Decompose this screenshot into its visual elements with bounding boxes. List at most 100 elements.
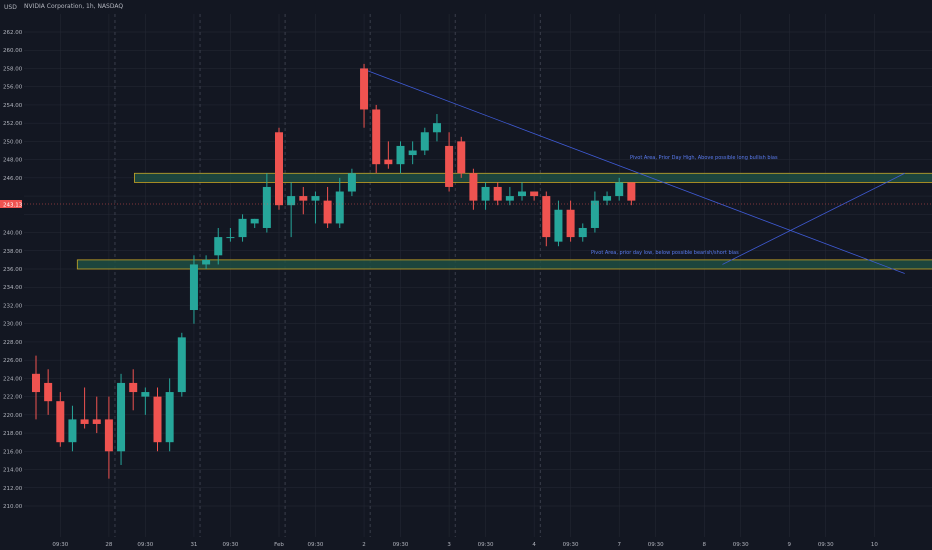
time-axis[interactable]: 09:30 28 09:30 31 09:30 Feb 09:30 2 09:30 3 09:30 4… xyxy=(52,542,878,548)
x-tick-label: 8 xyxy=(703,542,707,548)
y-tick-label: 252.00 xyxy=(3,121,23,127)
candle-body xyxy=(627,182,636,201)
y-tick-label: 216.00 xyxy=(3,449,23,455)
candle-body xyxy=(566,209,575,238)
candle-body xyxy=(615,182,624,197)
grid-lines xyxy=(24,14,932,537)
x-tick-label: 09:30 xyxy=(52,542,68,548)
y-tick-label: 254.00 xyxy=(3,103,23,109)
x-tick-label: 28 xyxy=(105,542,112,548)
candle-body xyxy=(396,145,405,165)
candle-body xyxy=(104,419,113,452)
candle-body xyxy=(590,200,599,228)
candle-body xyxy=(542,196,551,238)
candle-body xyxy=(335,191,344,224)
candle-body xyxy=(56,401,65,443)
currency-label: USD xyxy=(4,4,17,11)
pivot-zone xyxy=(134,172,932,183)
candle-body xyxy=(347,173,356,192)
candle-body xyxy=(530,191,539,197)
candle-body xyxy=(177,337,186,393)
y-tick-label: 226.00 xyxy=(3,358,23,364)
candle-body xyxy=(445,145,454,187)
x-tick-label: 09:30 xyxy=(648,542,664,548)
zone-label-low: Pivot Area, prior day low, below possibl… xyxy=(591,250,739,256)
candle-body xyxy=(275,132,283,206)
candle-body xyxy=(80,419,89,424)
session-break-lines xyxy=(114,14,541,537)
y-tick-label: 260.00 xyxy=(3,48,23,54)
x-tick-label: 7 xyxy=(617,542,621,548)
candle-body xyxy=(384,159,393,165)
y-tick-label: 234.00 xyxy=(3,285,23,291)
candle-body xyxy=(68,419,77,443)
candle-body xyxy=(432,123,441,133)
candle-body xyxy=(469,173,478,201)
candle-body xyxy=(323,200,332,224)
pivot-zones[interactable]: Pivot Area, Prior Day High, Above possib… xyxy=(76,155,932,270)
trendline xyxy=(361,68,905,274)
candle-body xyxy=(250,218,259,224)
y-tick-label: 262.00 xyxy=(3,30,23,36)
y-tick-label: 218.00 xyxy=(3,431,23,437)
trendlines[interactable] xyxy=(361,68,905,274)
y-tick-label: 222.00 xyxy=(3,395,23,401)
pivot-zone xyxy=(76,259,932,270)
candle-body xyxy=(153,396,162,443)
candle-body xyxy=(141,392,150,397)
candle-body xyxy=(262,186,271,228)
candle-body xyxy=(518,191,526,197)
candle-body xyxy=(32,373,40,393)
candle-body xyxy=(165,392,174,443)
y-tick-label: 210.00 xyxy=(3,504,23,510)
candlestick-series xyxy=(32,63,636,479)
candle-body xyxy=(481,186,490,201)
candle-body xyxy=(202,259,211,265)
x-tick-label: 09:30 xyxy=(393,542,409,548)
last-price-badge xyxy=(0,200,22,209)
candle-body xyxy=(287,196,296,206)
y-tick-label: 228.00 xyxy=(3,340,23,346)
y-tick-label: 214.00 xyxy=(3,468,23,474)
y-tick-label: 220.00 xyxy=(3,413,23,419)
y-tick-label: 236.00 xyxy=(3,267,23,273)
candle-body xyxy=(457,141,466,174)
y-tick-label: 250.00 xyxy=(3,139,23,145)
y-tick-label: 230.00 xyxy=(3,322,23,328)
x-tick-label: 09:30 xyxy=(308,542,324,548)
y-tick-label: 224.00 xyxy=(3,376,23,382)
candle-body xyxy=(420,132,429,151)
x-tick-label: Feb xyxy=(274,542,284,548)
x-tick-label: 31 xyxy=(190,542,197,548)
candle-body xyxy=(214,237,223,256)
candle-body xyxy=(189,264,198,311)
y-tick-label: 232.00 xyxy=(3,303,23,309)
candle-body xyxy=(129,382,138,393)
candle-body xyxy=(238,218,247,238)
y-tick-label: 258.00 xyxy=(3,66,23,72)
symbol-title: NVIDIA Corporation, 1h, NASDAQ xyxy=(24,3,124,10)
x-tick-label: 4 xyxy=(532,542,536,548)
candle-body xyxy=(226,237,235,239)
zone-label-high: Pivot Area, Prior Day High, Above possib… xyxy=(630,155,778,161)
x-tick-label: 09:30 xyxy=(137,542,153,548)
y-tick-label: 248.00 xyxy=(3,158,23,164)
last-price-label: 243.13 xyxy=(3,202,23,208)
candle-body xyxy=(44,382,53,402)
candle-body xyxy=(554,209,563,242)
x-tick-label: 9 xyxy=(788,542,792,548)
price-axis[interactable]: 243.13 210.00 212.00 214.00 216.00 218.00 220.… xyxy=(0,30,23,510)
candle-body xyxy=(372,109,381,165)
y-tick-label: 240.00 xyxy=(3,231,23,237)
x-tick-label: 2 xyxy=(362,542,366,548)
x-tick-label: 09:30 xyxy=(478,542,494,548)
x-tick-label: 09:30 xyxy=(563,542,579,548)
candle-body xyxy=(360,68,369,110)
x-tick-label: 09:30 xyxy=(222,542,238,548)
candle-body xyxy=(493,186,502,201)
x-tick-label: 09:30 xyxy=(733,542,749,548)
candle-body xyxy=(505,196,514,201)
x-tick-label: 3 xyxy=(447,542,451,548)
candle-body xyxy=(311,196,320,201)
